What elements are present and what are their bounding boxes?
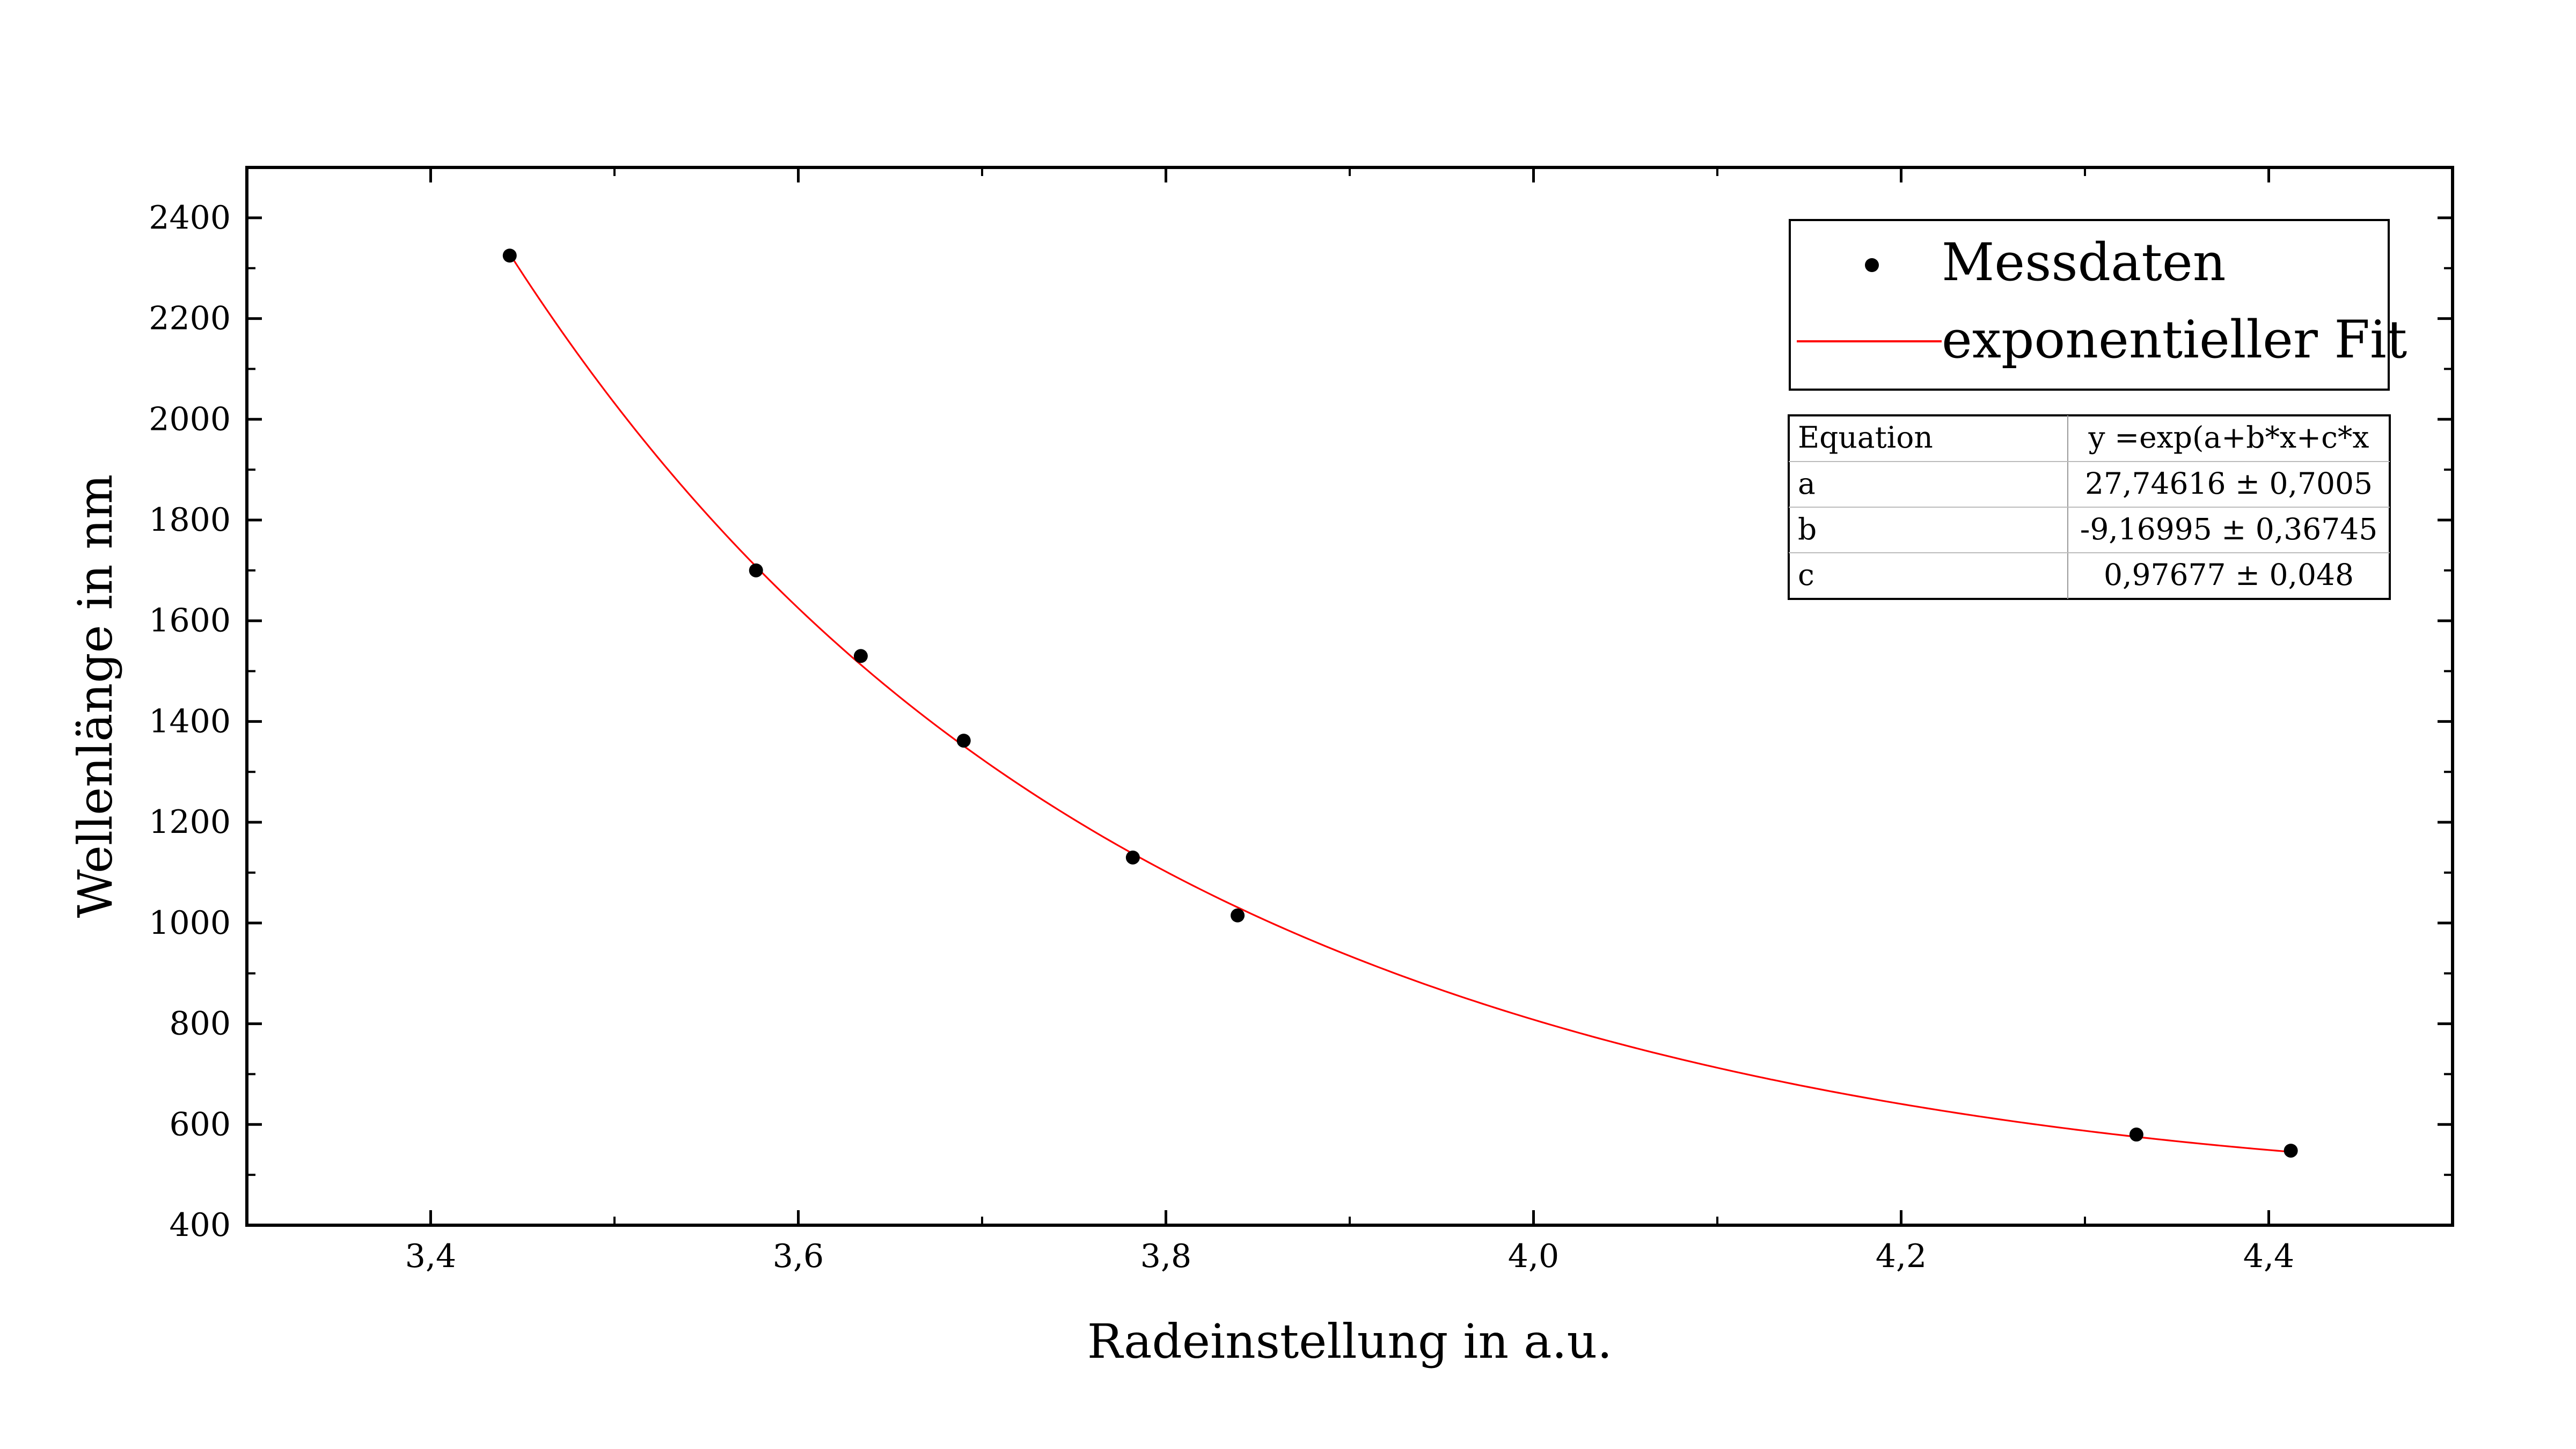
- data-point: [956, 734, 971, 748]
- fit-table-cell-equation-label: Equation: [1798, 420, 1933, 455]
- y-tick-label: 1800: [149, 501, 231, 539]
- x-tick-label: 4,2: [1876, 1238, 1927, 1275]
- data-point: [2284, 1144, 2298, 1158]
- x-axis-label: Radeinstellung in a.u.: [1087, 1314, 1612, 1369]
- legend-label-fit: exponentieller Fit: [1942, 310, 2407, 370]
- data-point: [2129, 1128, 2143, 1142]
- y-tick-label: 1200: [149, 803, 231, 841]
- fit-table-cell-a-label: a: [1798, 466, 1816, 501]
- fit-table-cell-c-value: 0,97677 ± 0,048: [2104, 558, 2354, 592]
- y-axis-label: Wellenlänge in nm: [68, 474, 123, 918]
- data-point: [1125, 850, 1140, 865]
- y-tick-label: 400: [169, 1206, 231, 1244]
- y-tick-label: 800: [169, 1005, 231, 1043]
- axis-tick-labels: 3,4 3,6 3,8 4,0 4,2 4,4 400 600 800 1000 1200 1400 1…: [149, 199, 2294, 1275]
- x-tick-label: 3,8: [1140, 1238, 1191, 1275]
- fit-table-cell-b-value: -9,16995 ± 0,36745: [2080, 512, 2378, 546]
- data-point: [502, 248, 517, 263]
- x-tick-label: 3,4: [405, 1238, 456, 1275]
- legend-box: [1789, 219, 2390, 391]
- legend-marker-messdaten: [1865, 258, 1879, 272]
- y-tick-label: 1400: [149, 702, 231, 740]
- legend: Messdaten exponentieller Fit: [1789, 219, 2407, 391]
- fit-table-cell-b-label: b: [1798, 512, 1817, 546]
- y-tick-label: 2200: [149, 300, 231, 338]
- y-tick-label: 1000: [149, 904, 231, 942]
- x-tick-label: 4,4: [2243, 1238, 2294, 1275]
- fit-table-cell-a-value: 27,74616 ± 0,7005: [2085, 466, 2373, 501]
- y-tick-label: 2000: [149, 400, 231, 438]
- plot-frame: [245, 166, 2454, 1227]
- legend-label-messdaten: Messdaten: [1942, 232, 2226, 292]
- x-tick-label: 4,0: [1508, 1238, 1559, 1275]
- fit-curve: [509, 253, 2291, 1153]
- fit-table-cell-equation-value: y =exp(a+b*x+c*x: [2088, 420, 2369, 455]
- data-points: [502, 248, 2298, 1158]
- fit-parameter-table: Equation y =exp(a+b*x+c*x a 27,74616 ± 0…: [1788, 414, 2391, 600]
- data-point: [1231, 908, 1245, 923]
- fit-table-cell-c-label: c: [1798, 558, 1814, 592]
- y-tick-label: 2400: [149, 199, 231, 237]
- y-tick-label: 1600: [149, 602, 231, 640]
- x-tick-label: 3,6: [773, 1238, 824, 1275]
- data-point: [853, 649, 868, 663]
- fit-curve-group: [509, 253, 2291, 1153]
- data-point: [749, 563, 763, 577]
- y-tick-label: 600: [169, 1106, 231, 1143]
